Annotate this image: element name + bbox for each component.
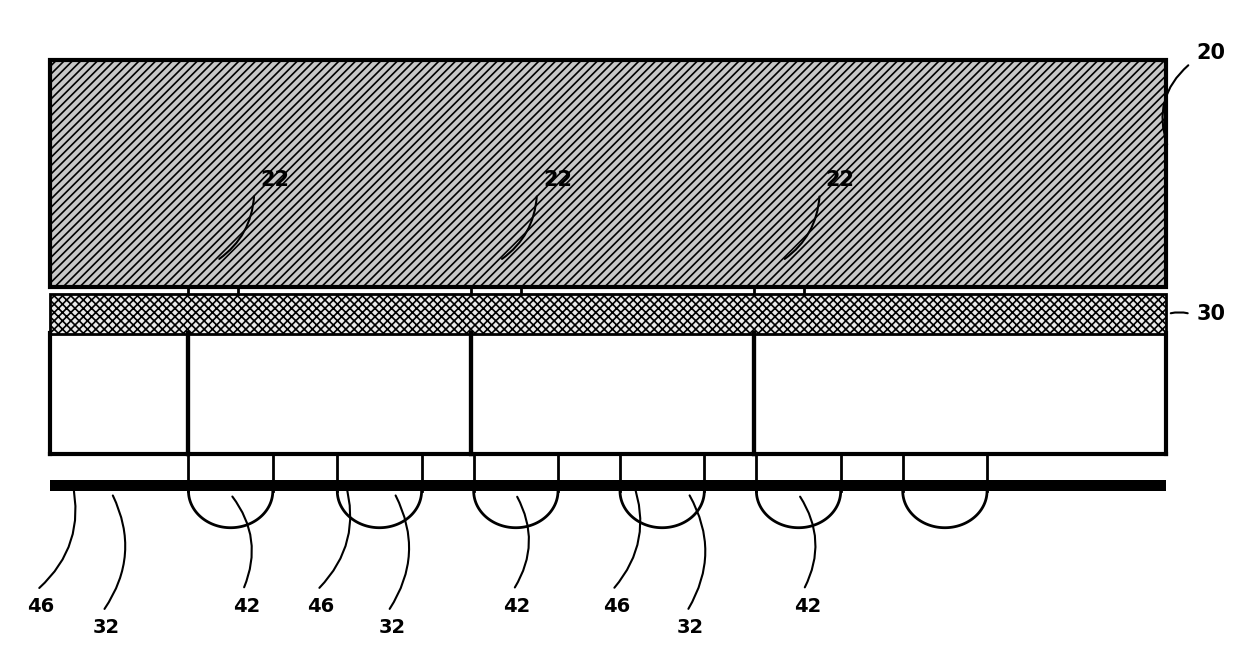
Text: 32: 32 xyxy=(378,619,405,637)
Text: 20: 20 xyxy=(1197,43,1225,63)
Text: 46: 46 xyxy=(308,597,335,616)
Text: 42: 42 xyxy=(503,597,531,616)
Text: 22: 22 xyxy=(543,170,572,190)
Text: 30: 30 xyxy=(1197,304,1225,324)
Text: 32: 32 xyxy=(677,619,704,637)
Text: 42: 42 xyxy=(233,597,260,616)
Bar xyxy=(50,480,188,491)
Text: 22: 22 xyxy=(260,170,289,190)
Text: 22: 22 xyxy=(826,170,854,190)
Text: 46: 46 xyxy=(603,597,630,616)
Text: 32: 32 xyxy=(93,619,120,637)
Bar xyxy=(50,294,1166,334)
Bar xyxy=(754,480,1166,491)
Text: 46: 46 xyxy=(27,597,55,616)
Bar xyxy=(471,480,754,491)
Bar xyxy=(188,480,471,491)
Text: 42: 42 xyxy=(794,597,821,616)
Bar xyxy=(50,60,1166,287)
